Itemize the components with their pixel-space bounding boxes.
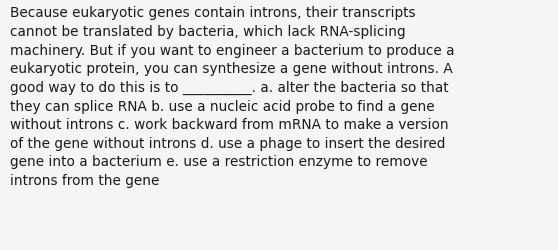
Text: Because eukaryotic genes contain introns, their transcripts
cannot be translated: Because eukaryotic genes contain introns… bbox=[10, 6, 455, 187]
